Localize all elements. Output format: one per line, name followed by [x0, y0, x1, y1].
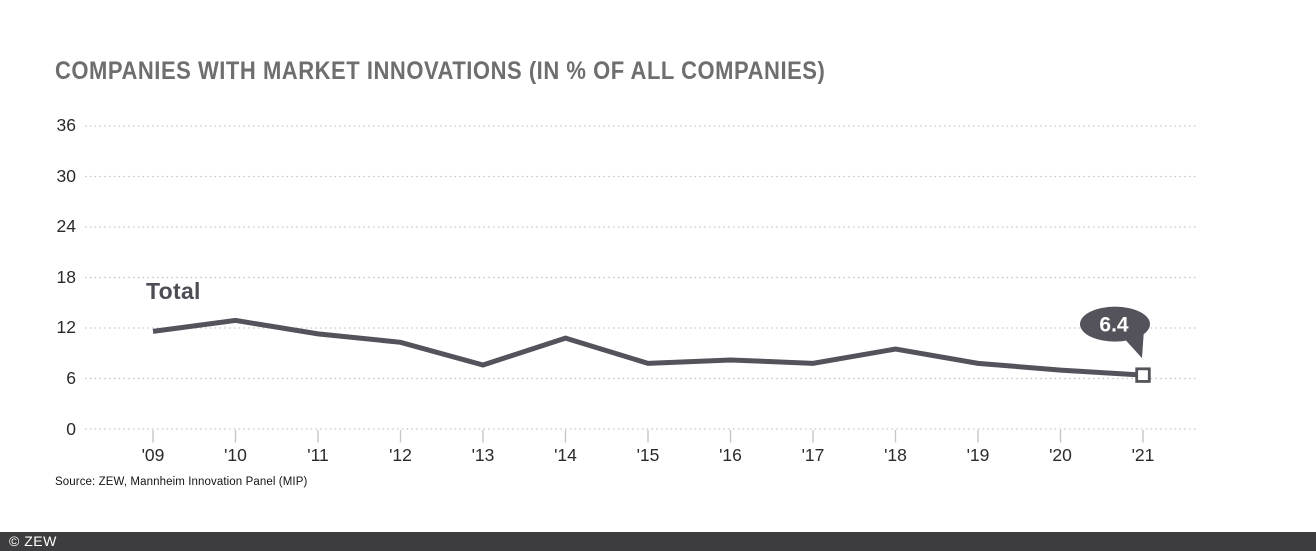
x-tick-label: '19: [966, 445, 990, 465]
y-tick-label: 24: [56, 216, 76, 237]
y-tick-label: 36: [56, 115, 76, 136]
y-tick-label: 6: [66, 367, 76, 388]
x-tick-label: '10: [224, 445, 247, 465]
x-tick-label: '21: [1131, 445, 1155, 465]
x-tick-label: '11: [307, 445, 329, 465]
footer-copyright: © ZEW: [9, 533, 57, 549]
value-callout-bubble: [1080, 306, 1150, 342]
x-tick-label: '14: [554, 445, 577, 465]
x-tick-label: '18: [884, 445, 907, 465]
footer-bar: © ZEW: [0, 532, 1316, 551]
y-tick-label: 30: [56, 165, 76, 186]
x-tick-label: '12: [389, 445, 412, 465]
x-tick-label: '16: [719, 445, 742, 465]
y-tick-label: 0: [66, 418, 76, 439]
total-series-line: [152, 317, 1144, 378]
x-tick-label: '09: [141, 445, 165, 465]
series-label-total: Total: [146, 278, 201, 304]
chart-title: COMPANIES WITH MARKET INNOVATIONS (IN % …: [55, 57, 826, 85]
y-tick-label: 18: [56, 266, 76, 287]
x-tick-label: '20: [1049, 445, 1072, 465]
x-tick-label: '17: [801, 445, 825, 465]
x-tick-label: '15: [636, 445, 660, 465]
last-point-marker: [1135, 367, 1151, 383]
source-note: Source: ZEW, Mannheim Innovation Panel (…: [55, 476, 308, 488]
x-tick-label: '13: [471, 445, 495, 465]
value-callout-text: 6.4: [1099, 314, 1129, 337]
y-tick-label: 12: [56, 317, 76, 338]
